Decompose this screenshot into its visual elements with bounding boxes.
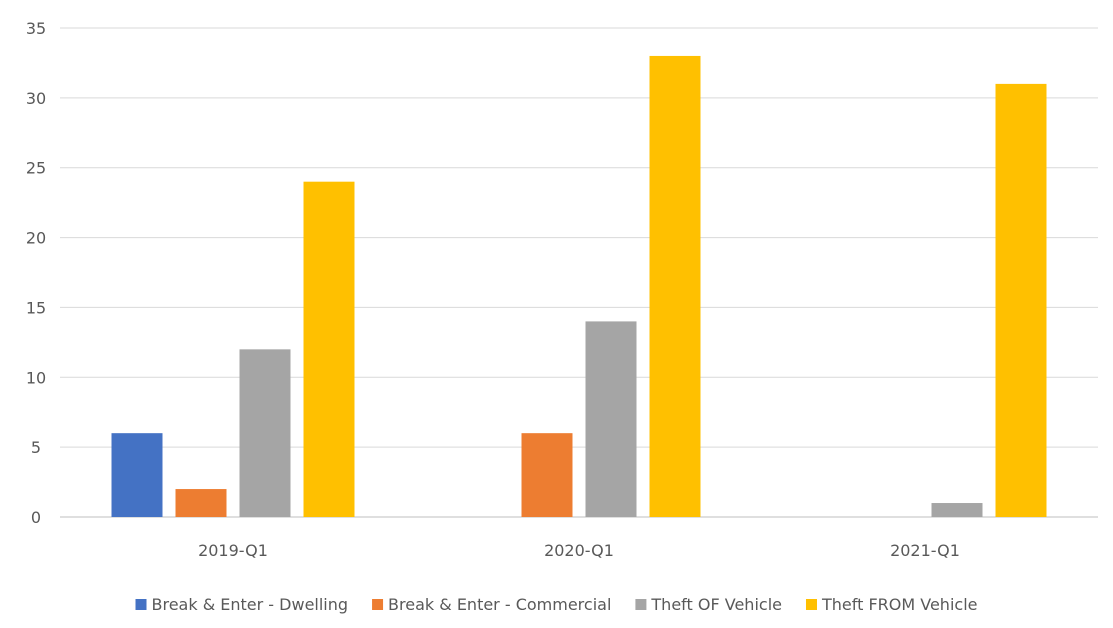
bars xyxy=(111,55,1047,517)
x-tick-label: 2020-Q1 xyxy=(544,541,614,560)
legend-swatch xyxy=(805,599,817,610)
y-tick-label: 25 xyxy=(26,159,46,178)
y-tick-label: 20 xyxy=(26,229,46,248)
x-tick-label: 2019-Q1 xyxy=(198,541,268,560)
bar-2019-Q1-series-1 xyxy=(111,433,163,517)
y-axis-ticks: 0 5 10 15 20 25 30 35 xyxy=(26,19,46,527)
bar-2020-Q1-series-4 xyxy=(649,55,701,517)
legend-label: Break & Enter - Commercial xyxy=(388,595,611,614)
y-tick-label: 0 xyxy=(31,508,41,527)
y-tick-label: 10 xyxy=(26,368,46,387)
bar-2020-Q1-series-3 xyxy=(585,321,637,517)
legend-swatch xyxy=(135,599,147,610)
legend-label: Theft FROM Vehicle xyxy=(821,595,978,614)
bar-2020-Q1-series-2 xyxy=(521,433,573,517)
bar-2019-Q1-series-2 xyxy=(175,489,227,517)
y-tick-label: 35 xyxy=(26,19,46,38)
legend-label: Theft OF Vehicle xyxy=(650,595,782,614)
y-tick-label: 5 xyxy=(31,438,41,457)
legend-item: Break & Enter - Dwelling xyxy=(135,595,349,614)
bar-2021-Q1-series-3 xyxy=(931,503,983,517)
bar-2019-Q1-series-3 xyxy=(239,349,291,517)
y-tick-label: 30 xyxy=(26,89,46,108)
gridlines xyxy=(60,27,1098,518)
legend-item: Break & Enter - Commercial xyxy=(372,595,611,614)
legend: Break & Enter - Dwelling Break & Enter - … xyxy=(135,595,978,614)
bar-2019-Q1-series-4 xyxy=(303,181,355,517)
legend-swatch xyxy=(635,599,647,610)
x-tick-label: 2021-Q1 xyxy=(890,541,960,560)
y-tick-label: 15 xyxy=(26,298,46,317)
legend-item: Theft OF Vehicle xyxy=(635,595,782,614)
legend-item: Theft FROM Vehicle xyxy=(805,595,978,614)
legend-swatch xyxy=(372,599,384,610)
legend-label: Break & Enter - Dwelling xyxy=(152,595,349,614)
bar-2021-Q1-series-4 xyxy=(995,83,1047,517)
x-axis-ticks: 2019-Q1 2020-Q1 2021-Q1 xyxy=(198,541,960,560)
